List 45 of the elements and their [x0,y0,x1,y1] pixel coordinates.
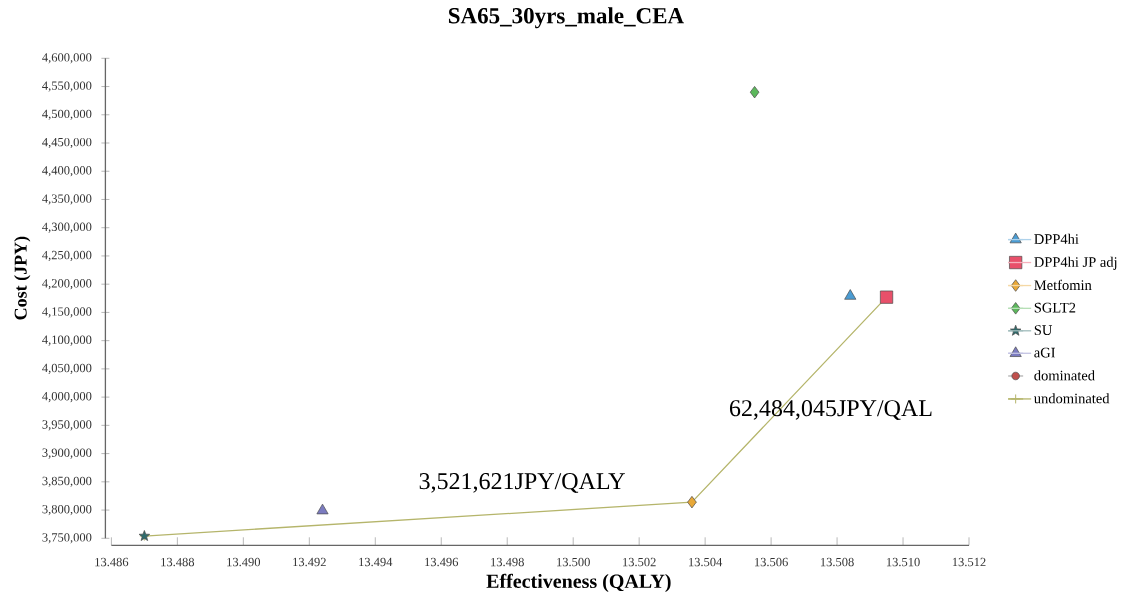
x-tick-label: 13.498 [491,557,524,567]
x-tick-label: 13.496 [425,557,459,567]
x-tick-label: 13.500 [557,557,590,567]
legend-label: DPP4hi JP adj [1034,256,1117,270]
legend-label: SGLT2 [1034,302,1076,313]
y-tick-label: 3,900,000 [42,448,92,459]
annotation: 62,484,045JPY/QAL [729,400,932,420]
y-tick-label: 4,000,000 [42,392,92,403]
y-tick-label: 4,500,000 [42,109,92,120]
y-tick-label: 4,400,000 [42,166,92,177]
y-tick-label: 4,350,000 [42,194,92,205]
legend-label: undominated [1034,393,1110,404]
x-tick-label: 13.490 [227,557,261,567]
y-tick-label: 4,300,000 [42,222,92,233]
y-tick-label: 4,250,000 [42,250,92,262]
x-tick-label: 13.494 [359,557,393,567]
x-tick-label: 13.508 [820,557,854,567]
x-tick-label: 13.486 [95,557,129,567]
y-tick-label: 4,050,000 [42,363,92,374]
x-tick-label: 13.488 [161,557,195,567]
x-tick-label: 13.492 [293,557,326,567]
x-tick-label: 13.512 [952,557,986,567]
legend-label: DPP4hi [1034,233,1079,244]
y-tick-label: 3,950,000 [42,420,92,431]
legend-label: aGI [1034,347,1056,358]
legend-label: SU [1034,325,1053,335]
y-axis-title: Cost (JPY) [14,236,31,320]
y-tick-label: 4,200,000 [42,279,92,290]
x-tick-label: 13.504 [689,557,723,567]
y-tick-label: 4,150,000 [42,307,92,318]
legend-label: dominated [1034,370,1095,381]
x-tick-label: 13.502 [623,557,656,567]
x-axis-title: Effectiveness (QALY) [486,573,671,593]
y-tick-label: 3,850,000 [42,476,92,487]
y-tick-label: 4,450,000 [42,137,92,149]
x-tick-label: 13.510 [886,557,920,567]
chart-title: SA65_30yrs_male_CEA [448,7,684,29]
y-tick-label: 3,800,000 [42,504,92,516]
y-tick-label: 4,600,000 [42,53,92,64]
annotation: 3,521,621JPY/QALY [419,473,625,493]
legend-label: Metfomin [1034,279,1092,291]
y-tick-label: 4,550,000 [42,81,92,92]
x-tick-label: 13.506 [755,557,788,567]
y-tick-label: 3,750,000 [42,533,92,544]
y-tick-label: 4,100,000 [42,335,92,346]
